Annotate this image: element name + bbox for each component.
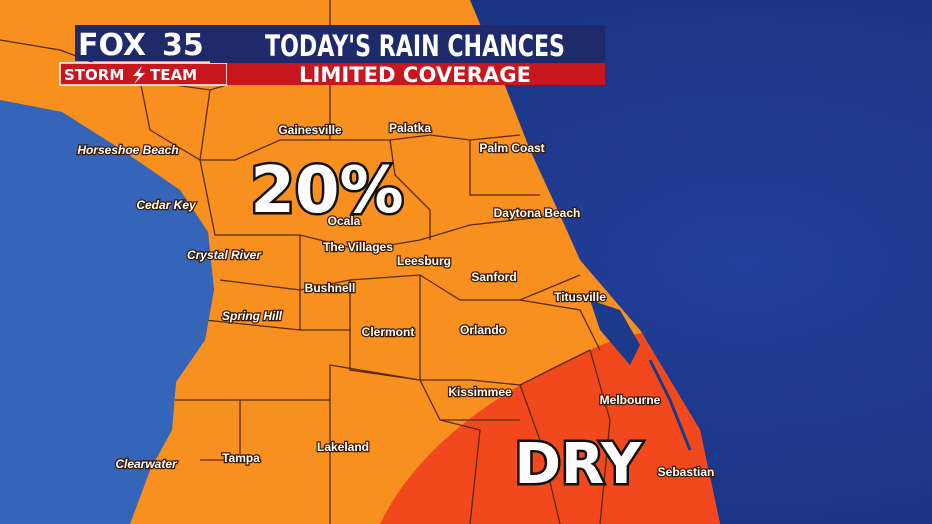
city-label: Tampa [222,451,260,465]
subtitle: LIMITED COVERAGE [299,63,531,87]
city-label: Titusville [554,290,606,304]
city-label: Daytona Beach [494,206,581,220]
zone-label: DRY [514,432,643,497]
city-label: Melbourne [600,393,661,407]
city-label: Ocala [328,214,361,228]
logo-box [75,25,210,61]
zone-label: 20% [250,154,403,228]
city-label: Sebastian [658,465,715,479]
city-labels: Gainesville Palatka Horseshoe Beach Palm Co… [76,120,716,481]
city-label: Palatka [389,121,431,135]
city-label: Kissimmee [448,385,512,399]
city-label: Horseshoe Beach [77,143,178,157]
logo: FOX [78,28,146,63]
brand-left: STORM [64,66,124,84]
city-label: Cedar Key [136,198,197,212]
city-label: Clearwater [115,457,178,471]
city-label: Bushnell [305,281,356,295]
city-label: Clermont [362,325,415,339]
city-label: Orlando [460,323,506,337]
city-label: Lakeland [317,440,369,454]
city-label: Leesburg [397,254,451,268]
subtitle-bar [227,63,605,85]
gulf [0,100,214,524]
logo-number: 35 [162,28,204,63]
lagoon [590,300,640,365]
header: FOX 35 STORM TEAM TODAY'S RAIN CHANCES L… [59,25,605,87]
brand-right: TEAM [150,66,197,84]
city-label: Palm Coast [479,141,544,155]
city-label: Sanford [471,270,516,284]
city-label: The Villages [323,240,393,254]
city-label: Crystal River [187,248,262,262]
county-lines [0,0,611,524]
title-bar [210,25,605,63]
title: TODAY'S RAIN CHANCES [265,29,565,63]
city-label: Spring Hill [222,309,283,323]
city-label: Gainesville [278,123,342,137]
bolt-icon [133,66,145,84]
river [648,359,692,451]
